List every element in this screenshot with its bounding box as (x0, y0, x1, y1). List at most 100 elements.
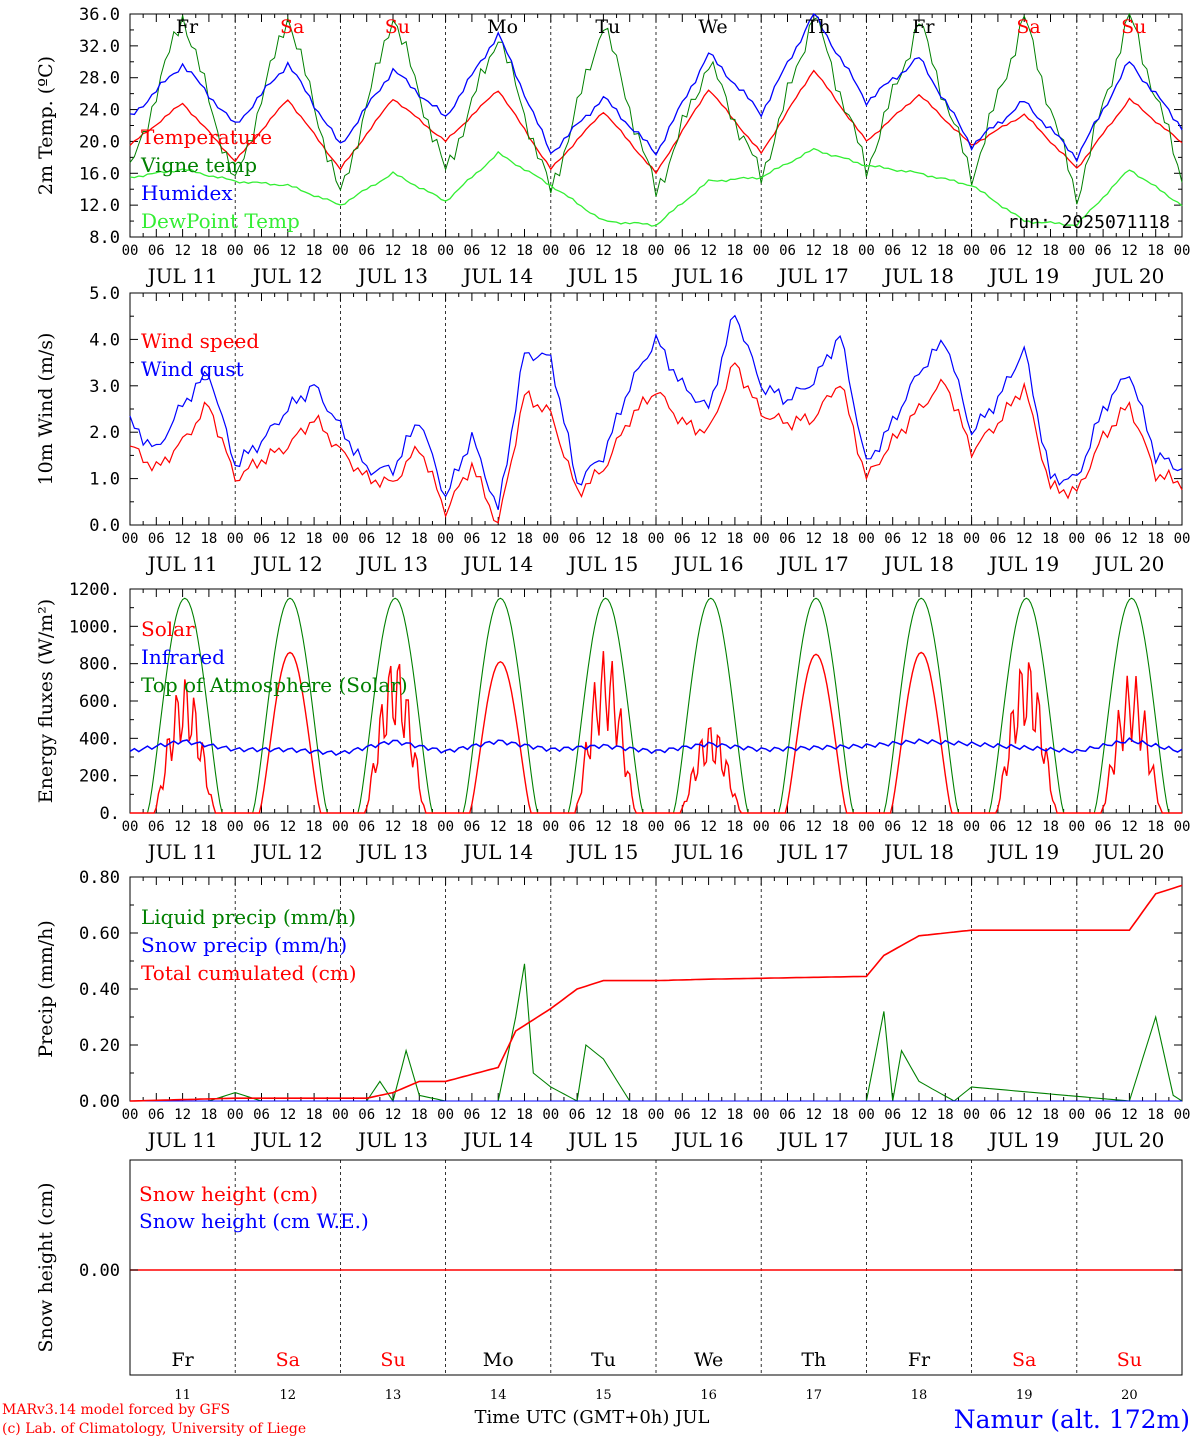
date-label: JUL 14 (461, 552, 533, 576)
hour-tick-label: 00 (542, 819, 559, 835)
hour-tick-label: 12 (1121, 1107, 1138, 1123)
hour-tick-label: 06 (148, 1107, 165, 1123)
hour-tick-label: 00 (753, 819, 770, 835)
hour-tick-label: 06 (253, 531, 270, 547)
date-label: JUL 12 (251, 840, 323, 864)
dow-label: Tu (591, 1349, 616, 1371)
y-tick-label: 1200. (69, 580, 120, 600)
hour-tick-label: 00 (858, 531, 875, 547)
date-label: JUL 16 (672, 1128, 744, 1152)
legend-precip-0: Liquid precip (mm/h) (141, 905, 356, 929)
hour-tick-label: 00 (858, 819, 875, 835)
y-tick-label: 0.0 (89, 516, 120, 536)
hour-tick-label: 00 (122, 243, 139, 259)
hour-tick-label: 12 (490, 819, 507, 835)
dow-label: Su (380, 1349, 405, 1371)
hour-tick-label: 18 (621, 243, 638, 259)
hour-tick-label: 00 (1068, 243, 1085, 259)
date-label: JUL 11 (146, 552, 218, 576)
date-label: JUL 12 (251, 264, 323, 288)
panel-temp: 00 06 12 18 00 06 12 18 00 06 12 18 00 06 12 18 00 06 12 18… (35, 5, 1190, 288)
date-label: JUL 12 (251, 552, 323, 576)
hour-tick-label: 12 (174, 819, 191, 835)
y-tick-label: 16.0 (79, 164, 120, 184)
hour-tick-label: 18 (516, 819, 533, 835)
hour-tick-label: 06 (1095, 531, 1112, 547)
dow-label: Sa (1016, 16, 1040, 38)
day-number: 15 (595, 1388, 612, 1403)
hour-tick-label: 00 (1068, 819, 1085, 835)
hour-tick-label: 06 (463, 243, 480, 259)
hour-tick-label: 12 (385, 531, 402, 547)
hour-tick-label: 06 (884, 1107, 901, 1123)
series-3-line (129, 147, 1183, 227)
y-axis-label: Energy fluxes (W/m²) (35, 599, 57, 803)
hour-tick-label: 18 (1147, 531, 1164, 547)
hour-tick-label: 06 (148, 243, 165, 259)
hour-tick-label: 18 (621, 531, 638, 547)
y-tick-label: 600. (79, 692, 120, 712)
hour-tick-label: 00 (648, 819, 665, 835)
x-axis-label: Time UTC (GMT+0h) JUL (475, 1407, 710, 1428)
y-tick-label: 800. (79, 655, 120, 675)
date-label: JUL 11 (146, 1128, 218, 1152)
day-number: 13 (385, 1388, 402, 1403)
hour-tick-label: 12 (1016, 819, 1033, 835)
dow-label: Fr (912, 16, 935, 38)
hour-tick-label: 00 (858, 1107, 875, 1123)
date-label: JUL 15 (566, 264, 638, 288)
hour-tick-label: 12 (279, 819, 296, 835)
date-label: JUL 13 (356, 552, 428, 576)
hour-tick-label: 18 (516, 243, 533, 259)
date-label: JUL 17 (777, 1128, 849, 1152)
hour-tick-label: 00 (542, 243, 559, 259)
hour-tick-label: 00 (227, 819, 244, 835)
y-tick-label: 8.0 (89, 228, 120, 248)
hour-tick-label: 06 (569, 819, 586, 835)
hour-tick-label: 18 (832, 531, 849, 547)
hour-tick-label: 06 (148, 819, 165, 835)
y-tick-label: 3.0 (89, 377, 120, 397)
hour-tick-label: 00 (227, 1107, 244, 1123)
hour-tick-label: 12 (279, 1107, 296, 1123)
dow-label: Mo (483, 1349, 514, 1371)
hour-tick-label: 12 (700, 819, 717, 835)
y-tick-label: 0. (100, 804, 120, 824)
hour-tick-label: 06 (1095, 243, 1112, 259)
legend-energy-1: Infrared (141, 645, 225, 669)
hour-tick-label: 12 (1016, 243, 1033, 259)
date-label: JUL 13 (356, 1128, 428, 1152)
hour-tick-label: 06 (569, 1107, 586, 1123)
hour-tick-label: 06 (569, 243, 586, 259)
y-axis-label: 2m Temp. (ºC) (35, 56, 57, 195)
series-1-line (129, 314, 1183, 510)
hour-tick-label: 06 (358, 819, 375, 835)
series-1-line (129, 12, 1183, 205)
dow-label: Sa (276, 1349, 300, 1371)
hour-tick-label: 06 (779, 819, 796, 835)
legend-snow-1: Snow height (cm W.E.) (139, 1209, 369, 1233)
hour-tick-label: 06 (358, 531, 375, 547)
hour-tick-label: 00 (227, 243, 244, 259)
y-tick-label: 24.0 (79, 101, 120, 121)
hour-tick-label: 18 (1042, 243, 1059, 259)
hour-tick-label: 00 (753, 1107, 770, 1123)
y-axis-label: Snow height (cm) (35, 1182, 57, 1352)
hour-tick-label: 06 (989, 531, 1006, 547)
hour-tick-label: 12 (1121, 243, 1138, 259)
legend-temp-0: Temperature (141, 125, 272, 149)
hour-tick-label: 12 (385, 243, 402, 259)
hour-tick-label: 12 (174, 1107, 191, 1123)
hour-tick-label: 06 (674, 243, 691, 259)
date-label: JUL 17 (777, 552, 849, 576)
hour-tick-label: 06 (463, 531, 480, 547)
y-tick-label: 20.0 (79, 132, 120, 152)
hour-tick-label: 18 (411, 1107, 428, 1123)
date-label: JUL 12 (251, 1128, 323, 1152)
hour-tick-label: 06 (463, 1107, 480, 1123)
y-tick-label: 28.0 (79, 69, 120, 89)
legend-precip-2: Total cumulated (cm) (141, 961, 357, 985)
day-number: 19 (1016, 1388, 1033, 1403)
hour-tick-label: 06 (989, 819, 1006, 835)
day-number: 18 (911, 1388, 928, 1403)
